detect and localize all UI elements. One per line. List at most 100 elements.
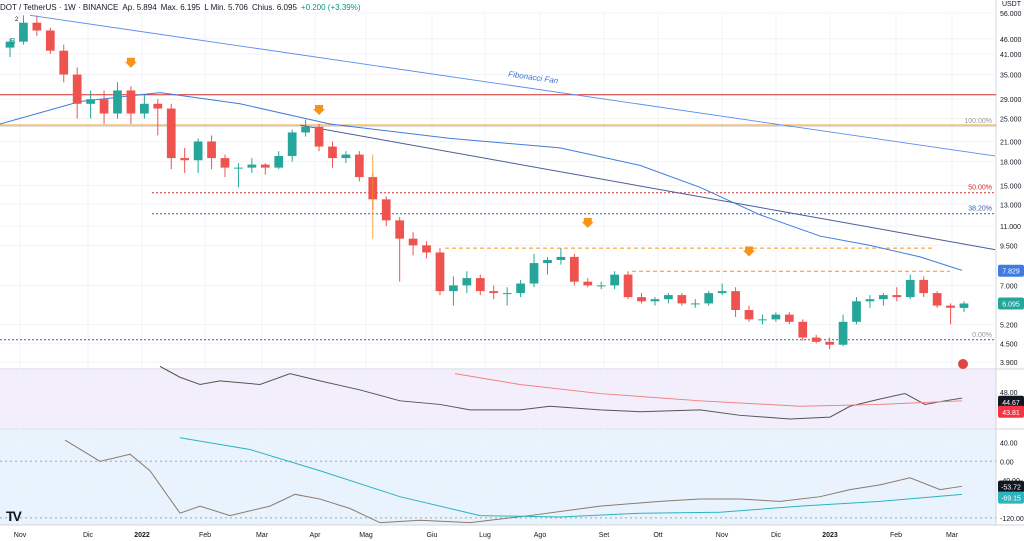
y-tick-label: 3.900 — [1000, 360, 1018, 367]
candle-body — [758, 319, 767, 321]
x-tick-label: Mar — [256, 532, 269, 539]
ohlc-high: Max. 6.195 — [160, 2, 201, 12]
candle-body — [731, 291, 740, 311]
candle-body — [489, 291, 499, 294]
candle-body — [811, 337, 821, 342]
candle-body — [879, 295, 888, 300]
candle-body — [475, 278, 485, 292]
arrow-down-icon — [124, 57, 137, 68]
y-tick-label: 35.000 — [1000, 73, 1022, 80]
candle-body — [381, 199, 391, 221]
candle-body — [798, 321, 808, 338]
x-tick-label: Ago — [534, 532, 547, 539]
candle-body — [892, 295, 902, 298]
last-price-box: 6.095 — [1002, 302, 1020, 309]
currency-label[interactable]: USDT — [1001, 1, 1021, 8]
candle-body — [354, 154, 364, 178]
ma-price-box: 7.829 — [1002, 269, 1020, 276]
y-tick-label: 11.000 — [1000, 224, 1021, 231]
candle-body — [86, 99, 95, 104]
x-tick-label: Nov — [14, 532, 27, 539]
x-tick-label: Ott — [653, 532, 662, 539]
candle-body — [139, 103, 149, 114]
fib-50-label: 50.00% — [968, 185, 992, 192]
x-tick-label: Mag — [359, 532, 373, 539]
candle-body — [556, 256, 566, 260]
osc-value-box-bg — [998, 480, 1024, 493]
osc-tick-label: 40.00 — [1000, 440, 1018, 447]
ohlc-close: Chius. 6.095 — [251, 2, 297, 12]
candle-body — [99, 99, 109, 114]
x-tick-label: Mar — [946, 532, 959, 539]
candle-body — [32, 22, 42, 31]
rsi-ma-value-box-bg — [998, 405, 1024, 418]
tradingview-logo[interactable]: TV — [6, 508, 22, 524]
buy-marker-label: B — [10, 37, 15, 46]
candle-body — [207, 141, 216, 159]
candle-body — [677, 295, 687, 304]
x-tick-label: Nov — [716, 532, 729, 539]
y-tick-label: 4.500 — [1000, 341, 1018, 348]
candle-body — [287, 132, 297, 156]
candle-body — [623, 274, 633, 298]
buy-marker-count: 2 — [15, 17, 19, 23]
y-tick-label: 46.000 — [1000, 37, 1022, 44]
candle-body — [408, 238, 418, 246]
ma-price-box-bg — [998, 264, 1024, 277]
osc-value-box: -53.72 — [1001, 485, 1021, 492]
candle-body — [166, 108, 176, 159]
x-tick-label: 2023 — [822, 532, 838, 539]
candle-body — [744, 310, 754, 320]
fib-38-label: 38.20% — [968, 206, 992, 213]
y-tick-label: 5.200 — [1000, 322, 1018, 329]
candle-body — [435, 252, 445, 292]
fib-0-label: 0.00% — [972, 332, 992, 339]
candle-body — [45, 30, 55, 51]
candle-body — [959, 303, 969, 308]
rsi-pane-bg — [0, 370, 996, 428]
last-price-box-bg — [998, 297, 1024, 310]
osc-signal-value-box: -69.15 — [1001, 496, 1021, 503]
y-tick-label: 25.000 — [1000, 117, 1022, 124]
arrow-down-icon — [313, 105, 326, 116]
candle-body — [502, 293, 512, 295]
x-tick-label: 2022 — [134, 532, 150, 539]
candle-body — [905, 279, 915, 298]
candle-body — [247, 164, 257, 168]
osc-tick-label: 0.00 — [1000, 459, 1014, 466]
candle-body — [932, 293, 942, 306]
candle-body — [19, 22, 28, 42]
candle-body — [664, 295, 673, 300]
x-tick-label: Apr — [310, 532, 322, 539]
x-tick-label: Dic — [83, 532, 94, 539]
y-tick-label: 15.000 — [1000, 184, 1022, 191]
candle-body — [341, 154, 351, 159]
candle-body — [113, 90, 122, 114]
oscillator-line — [64, 439, 963, 524]
fib-fan-label: Fibonacci Fan — [508, 70, 560, 86]
candle-body — [59, 50, 69, 75]
ohlc-open: Ap. 5.894 — [122, 2, 157, 12]
candle-body — [650, 299, 660, 302]
osc-tick-label: -120.00 — [1000, 516, 1024, 523]
candle-body — [569, 256, 579, 282]
candle-body — [596, 285, 606, 287]
candle-body — [328, 146, 337, 159]
rsi-line — [159, 365, 963, 420]
candle-body — [274, 155, 284, 168]
candle-body — [462, 278, 472, 286]
candle-body — [771, 314, 781, 320]
candle-body — [529, 263, 539, 284]
y-tick-label: 29.000 — [1000, 97, 1022, 104]
rsi-value-box-bg — [998, 395, 1024, 408]
candle-body — [449, 285, 458, 292]
y-tick-label: 41.000 — [1000, 52, 1022, 59]
symbol-label[interactable]: DOT / TetherUS · 1W · BINANCE — [0, 2, 119, 12]
candle-body — [704, 293, 714, 304]
candle-body — [852, 301, 861, 322]
fib-100-label: 100.00% — [964, 118, 992, 125]
candle-body — [301, 126, 310, 133]
candle-body — [220, 158, 230, 168]
candle-body — [717, 291, 727, 294]
